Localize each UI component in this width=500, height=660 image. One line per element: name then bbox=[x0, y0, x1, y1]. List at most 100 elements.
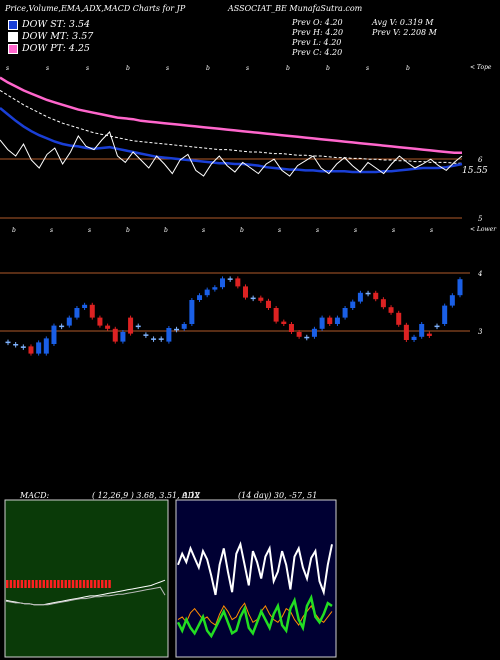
candle-body bbox=[204, 289, 210, 296]
candle-body bbox=[105, 325, 111, 329]
macd-histogram-bar bbox=[9, 580, 13, 588]
candle-value-4: 4 bbox=[478, 270, 483, 278]
legend-label-mt: DOW MT: 3.57 bbox=[22, 31, 94, 42]
legend-dow-pt: DOW PT: 4.25 bbox=[8, 43, 90, 54]
candle-body bbox=[273, 308, 279, 322]
candle-body bbox=[288, 324, 294, 332]
prev-low: Prev L: 4.20 bbox=[292, 38, 342, 47]
candle-body bbox=[250, 297, 256, 300]
macd-histogram-bar bbox=[86, 580, 89, 588]
candle-body bbox=[281, 321, 287, 324]
prev-high: Prev H: 4.20 bbox=[292, 28, 344, 37]
macd-histogram-bar bbox=[13, 580, 16, 588]
ema-line-dow-pt bbox=[0, 76, 462, 155]
candle-body bbox=[74, 308, 80, 318]
candle-body bbox=[89, 304, 95, 318]
macd-histogram-bar bbox=[31, 580, 35, 588]
candle-body bbox=[59, 325, 65, 328]
candle-body bbox=[5, 341, 11, 344]
candle-body bbox=[120, 332, 126, 342]
ema-signal-glyph: b bbox=[206, 65, 210, 72]
candle-body bbox=[434, 325, 440, 328]
candle-body bbox=[181, 324, 187, 329]
macd-label: MACD: bbox=[20, 491, 50, 500]
candle-signal-glyph: s bbox=[392, 227, 395, 234]
candle-body bbox=[388, 307, 394, 313]
candle-body bbox=[220, 278, 226, 288]
candle-body bbox=[128, 317, 134, 334]
candle-signal-glyph: s bbox=[50, 227, 53, 234]
candle-body bbox=[342, 308, 348, 318]
macd-histogram-bar bbox=[64, 580, 67, 588]
legend-dow-mt: DOW MT: 3.57 bbox=[8, 31, 93, 42]
chart-title-center: ASSOCIAT_BE MunafaSutra.com bbox=[228, 4, 363, 13]
macd-line-signal bbox=[5, 586, 166, 606]
macd-histogram-bar bbox=[75, 580, 78, 588]
candle-signal-glyph: b bbox=[240, 227, 244, 234]
candle-body bbox=[166, 328, 172, 342]
macd-panel-background bbox=[4, 499, 169, 658]
ema-line-dow-st bbox=[0, 107, 463, 174]
macd-histogram-bar bbox=[97, 580, 100, 588]
candle-body bbox=[373, 292, 379, 300]
candle-body bbox=[82, 304, 88, 308]
price-value-6: 6 bbox=[478, 156, 483, 164]
ema-line-dow-mt bbox=[0, 89, 462, 164]
candle-body bbox=[396, 312, 402, 325]
prev-volume: Prev V: 2.208 M bbox=[372, 28, 437, 37]
candle-body bbox=[357, 292, 363, 302]
candle-body bbox=[419, 324, 425, 337]
chart-title-left: Price,Volume,EMA,ADX,MACD Charts for JP bbox=[5, 4, 186, 13]
macd-histogram-bar bbox=[49, 580, 53, 588]
price-value-5: 5 bbox=[478, 215, 483, 223]
candle-signal-glyph: b bbox=[126, 227, 130, 234]
macd-histogram-bar bbox=[68, 580, 71, 588]
candle-body bbox=[365, 292, 371, 295]
candle-body bbox=[13, 344, 19, 346]
candle-body bbox=[174, 328, 180, 331]
candle-body bbox=[242, 286, 248, 298]
candle-body bbox=[158, 338, 164, 340]
macd-histogram-bar bbox=[27, 580, 31, 588]
candle-body bbox=[28, 346, 34, 354]
legend-label-pt: DOW PT: 4.25 bbox=[22, 43, 90, 54]
legend-label-st: DOW ST: 3.54 bbox=[22, 19, 91, 30]
candle-body bbox=[304, 336, 310, 339]
macd-histogram-bar bbox=[90, 580, 93, 588]
candle-body bbox=[97, 317, 103, 326]
macd-histogram-bar bbox=[108, 580, 111, 588]
avg-volume: Avg V: 0.319 M bbox=[372, 18, 434, 27]
macd-histogram-bar bbox=[35, 580, 38, 588]
ema-signal-glyph: s bbox=[246, 65, 249, 72]
candle-body bbox=[51, 325, 57, 344]
ema-signal-glyph: b bbox=[326, 65, 330, 72]
candle-body bbox=[265, 300, 271, 308]
macd-histogram-bar bbox=[79, 580, 82, 588]
candle-value-3: 3 bbox=[478, 328, 483, 336]
candle-body bbox=[327, 317, 333, 324]
macd-histogram-bar bbox=[16, 580, 20, 588]
candle-body bbox=[36, 342, 42, 354]
candle-body bbox=[311, 328, 317, 337]
price-value-15-55: 15.55 bbox=[462, 166, 488, 176]
adx-values: (14 day) 30, -57, 51 bbox=[238, 491, 318, 500]
candle-body bbox=[319, 317, 325, 329]
ema-signal-glyph: s bbox=[366, 65, 369, 72]
candle-body bbox=[43, 338, 49, 354]
candle-body bbox=[151, 338, 157, 340]
candle-signal-glyph: s bbox=[278, 227, 281, 234]
macd-histogram-bar bbox=[38, 580, 42, 588]
macd-histogram-bar bbox=[60, 580, 64, 588]
adx-panel-background bbox=[175, 499, 337, 658]
ema-signal-glyph: s bbox=[46, 65, 49, 72]
legend-swatch-mt bbox=[8, 31, 18, 42]
candle-body bbox=[380, 299, 386, 308]
candle-body bbox=[197, 295, 203, 300]
macd-histogram-bar bbox=[42, 580, 46, 588]
candle-body bbox=[449, 295, 455, 306]
candle-body bbox=[350, 301, 356, 308]
candle-body bbox=[135, 325, 141, 328]
candle-signal-glyph: s bbox=[354, 227, 357, 234]
macd-histogram-bar bbox=[53, 580, 56, 588]
ema-signal-glyph: b bbox=[406, 65, 410, 72]
